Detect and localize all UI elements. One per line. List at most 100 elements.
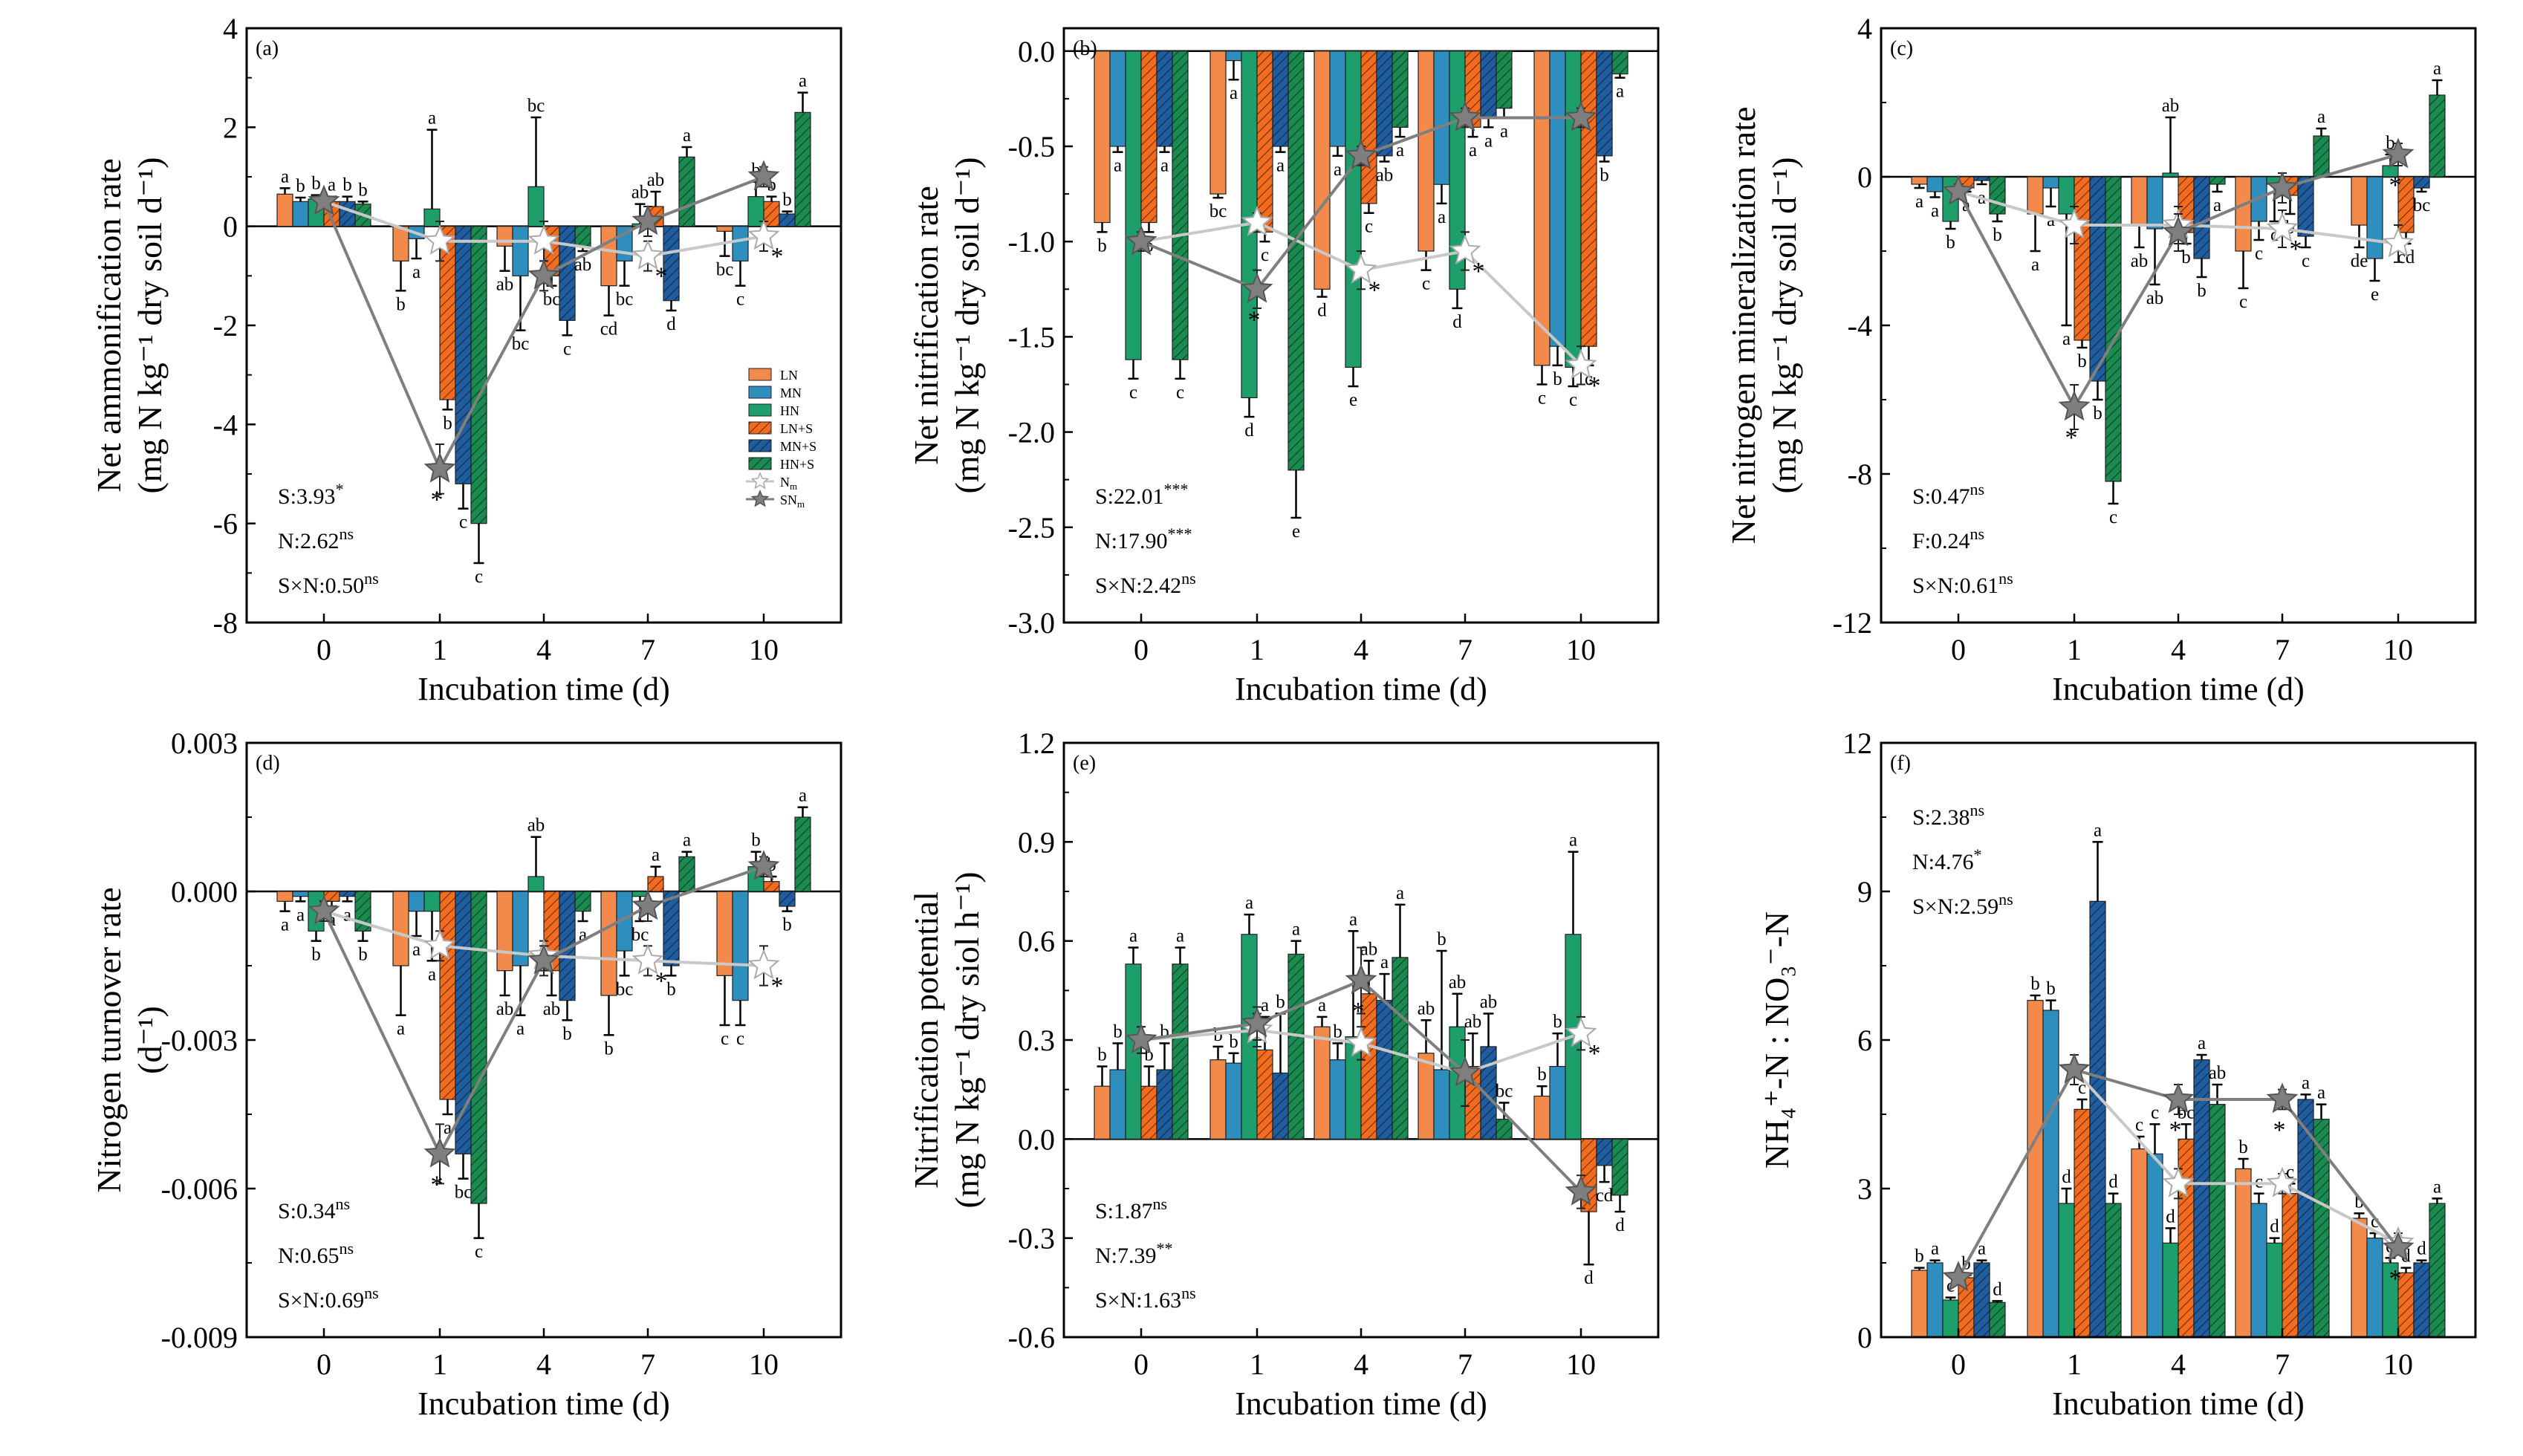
y-tick-label: -0.5: [1008, 130, 1055, 163]
bar-hatch: [1157, 51, 1172, 146]
legend-hatch: [749, 458, 771, 469]
sig-letter: a: [1160, 156, 1169, 176]
bar-hatch: [663, 891, 679, 966]
x-axis-label: Incubation time (d): [1235, 1385, 1487, 1422]
point-SNm-1: [2058, 1053, 2091, 1084]
point-Nm-10: [1565, 348, 1597, 380]
x-tick-label: 4: [2171, 633, 2186, 666]
sig-letter: d: [2166, 1206, 2175, 1226]
point-Nm-10: [747, 219, 780, 250]
bar-MN-4: [512, 226, 529, 276]
point-SNm-1: [1241, 272, 1273, 303]
bar-hatch: [2090, 901, 2105, 1337]
sig-letter: b: [2030, 974, 2040, 994]
bar-hatch: [1377, 51, 1392, 156]
y-axis-label-units: (mg N kg⁻¹ dry siol h⁻¹): [948, 871, 986, 1208]
point-SNm-4: [1345, 963, 1377, 995]
bar-hatch: [2298, 177, 2313, 236]
sig-letter: c: [1129, 383, 1137, 403]
bar-hatch: [2429, 95, 2445, 177]
bar-hatch: [2398, 177, 2414, 233]
bar-MN-1: [2042, 176, 2059, 189]
x-tick-label: 0: [1951, 633, 1966, 666]
point-Nm-4: [1345, 253, 1377, 284]
y-tick-label: 2: [223, 111, 238, 144]
bar-hatch: [1257, 51, 1273, 233]
panel-label: (a): [256, 37, 279, 60]
bar-hatch: [2414, 1263, 2429, 1337]
sig-letter: bc: [1496, 1081, 1513, 1101]
stat-line: N:0.65ns: [278, 1239, 354, 1268]
panel-label: (d): [256, 752, 280, 775]
sig-letter: c: [2078, 1078, 2086, 1098]
sig-letter: b: [751, 831, 761, 851]
sig-letter: b: [1946, 233, 1955, 253]
sig-letter: b: [1333, 1021, 1342, 1041]
sig-letter: c: [736, 290, 744, 310]
star-mark: *: [2273, 1117, 2286, 1144]
sig-letter: ab: [631, 183, 649, 203]
point-SNm-7: [631, 204, 664, 235]
sig-letter: b: [1553, 369, 1562, 389]
y-tick-label: 0.000: [171, 875, 238, 909]
sig-letter: b: [342, 175, 352, 195]
x-tick-label: 10: [2383, 1348, 2413, 1381]
star-mark: *: [771, 243, 784, 270]
legend-label-MN: MN: [780, 386, 802, 400]
bar-hatch: [2313, 136, 2329, 177]
bar-LN-4: [496, 226, 513, 247]
sig-letter: ab: [2162, 96, 2180, 116]
stat-line: S:1.87ns: [1095, 1195, 1167, 1223]
sig-letter: b: [1097, 1045, 1107, 1065]
bar-HN-4: [1345, 51, 1362, 368]
sig-letter: a: [2433, 1177, 2441, 1197]
sig-letter: a: [1484, 131, 1493, 151]
point-SNm-7: [1449, 100, 1481, 131]
sig-letter: b: [396, 294, 406, 314]
legend-label-HN: HN: [780, 403, 799, 418]
sig-letter: a: [2213, 195, 2221, 215]
y-tick-label: -8: [1848, 458, 1872, 491]
bar-hatch: [2074, 1109, 2090, 1337]
bar-HN-10: [1565, 51, 1582, 368]
bar-MN-4: [1329, 1059, 1346, 1140]
bar-hatch: [779, 891, 795, 906]
star-mark: *: [2389, 172, 2402, 199]
y-tick-label: 6: [1857, 1024, 1872, 1057]
legend-star-Nm: [750, 472, 770, 490]
sig-letter: a: [2094, 820, 2102, 840]
point-Nm-7: [2266, 212, 2299, 243]
legend-label-SNm: SNm: [780, 493, 805, 510]
bar-hatch: [679, 857, 695, 891]
bar-hatch: [663, 226, 679, 301]
bar-hatch: [679, 157, 695, 227]
stat-line: F:0.24ns: [1912, 524, 1984, 553]
star-mark: *: [1352, 998, 1365, 1025]
y-tick-label: 0.3: [1018, 1024, 1055, 1057]
bar-MN-0: [1109, 1069, 1126, 1140]
sig-letter: b: [1537, 1065, 1547, 1085]
stat-line: S×N:1.63ns: [1095, 1284, 1196, 1313]
x-tick-label: 10: [1566, 633, 1596, 666]
bar-hatch: [764, 881, 779, 891]
bar-MN-10: [2366, 176, 2383, 259]
sig-letter: e: [1349, 390, 1357, 410]
sig-letter: ab: [574, 255, 592, 275]
sig-letter: ab: [496, 999, 514, 1019]
bar-hatch: [1392, 51, 1408, 128]
sig-letter: a: [1292, 920, 1300, 940]
bar-hatch: [1612, 51, 1628, 74]
x-tick-label: 7: [640, 1348, 655, 1381]
x-tick-label: 4: [2171, 1348, 2186, 1381]
bar-hatch: [1496, 51, 1512, 108]
bar-hatch: [1392, 957, 1408, 1140]
bar-hatch: [1377, 1000, 1392, 1140]
legend-swatch-MN: [748, 386, 772, 399]
sig-letter: b: [311, 945, 321, 965]
sig-letter: ab: [496, 275, 514, 295]
sig-letter: bc: [716, 260, 734, 280]
point-SNm-1: [423, 1137, 456, 1168]
bar-LN-10: [1533, 1095, 1551, 1140]
point-SNm-7: [631, 889, 664, 920]
sig-letter: c: [1365, 217, 1373, 237]
